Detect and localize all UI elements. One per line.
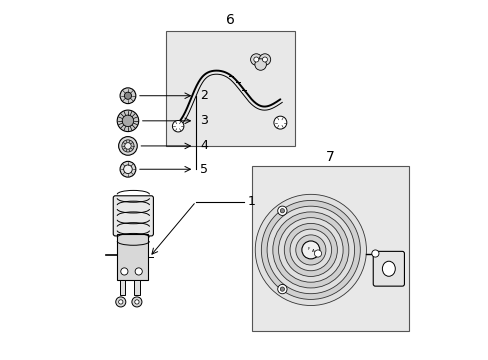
Bar [251, 166, 408, 330]
Circle shape [120, 161, 136, 177]
Text: 2: 2 [200, 89, 208, 102]
Text: F: F [307, 247, 309, 251]
Bar [117, 234, 147, 280]
Circle shape [135, 268, 142, 275]
Circle shape [289, 229, 331, 271]
Circle shape [119, 300, 122, 304]
Circle shape [272, 212, 348, 288]
Circle shape [250, 54, 262, 65]
Text: 6: 6 [225, 13, 234, 27]
Circle shape [314, 250, 321, 257]
Circle shape [124, 143, 131, 149]
Circle shape [280, 287, 284, 291]
Bar [134, 280, 140, 295]
Circle shape [123, 165, 132, 174]
Circle shape [277, 284, 286, 294]
Circle shape [284, 224, 337, 276]
Circle shape [280, 208, 284, 213]
Circle shape [278, 218, 343, 282]
Circle shape [262, 57, 267, 62]
Circle shape [124, 92, 131, 99]
Bar [165, 31, 294, 146]
Text: A: A [311, 249, 314, 253]
Ellipse shape [382, 261, 394, 276]
Circle shape [116, 297, 125, 307]
Circle shape [120, 88, 136, 104]
Text: 4: 4 [200, 139, 208, 152]
Circle shape [117, 110, 139, 132]
Circle shape [266, 206, 354, 294]
Text: 7: 7 [325, 150, 334, 164]
Bar [120, 280, 125, 295]
Circle shape [261, 201, 360, 300]
Text: 8: 8 [376, 274, 384, 287]
Circle shape [277, 206, 286, 215]
Circle shape [122, 140, 134, 152]
Circle shape [273, 116, 286, 129]
Circle shape [253, 57, 258, 62]
Circle shape [255, 194, 366, 306]
Text: 5: 5 [200, 163, 208, 176]
Circle shape [371, 250, 378, 257]
Circle shape [172, 121, 183, 132]
Text: 3: 3 [200, 114, 208, 127]
Circle shape [132, 297, 142, 307]
Circle shape [295, 235, 325, 265]
Circle shape [254, 59, 266, 70]
FancyBboxPatch shape [372, 251, 404, 286]
Text: 1: 1 [247, 195, 255, 208]
Circle shape [119, 136, 137, 155]
Circle shape [122, 115, 133, 127]
Circle shape [301, 241, 319, 259]
Circle shape [259, 54, 270, 65]
Circle shape [121, 268, 128, 275]
Circle shape [135, 300, 139, 304]
FancyBboxPatch shape [113, 196, 153, 236]
